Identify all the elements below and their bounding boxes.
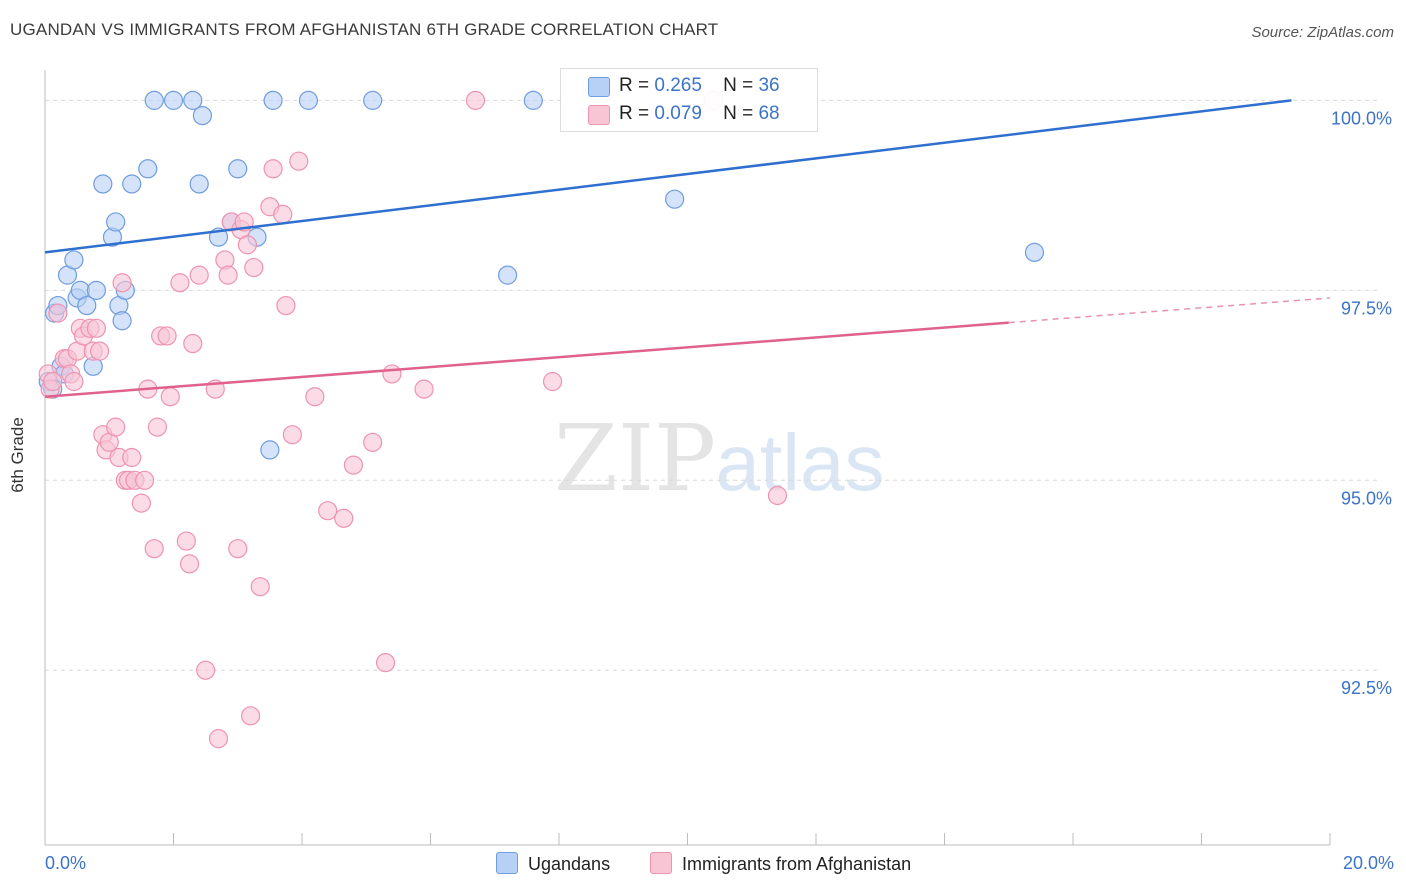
legend-r-label: R = <box>619 75 649 96</box>
point-afghanistan <box>171 274 189 292</box>
legend-text-blue: R = 0.265 N = 36 <box>619 75 780 97</box>
legend-swatch-blue <box>588 77 610 97</box>
trend-line-dashed <box>1009 298 1330 323</box>
watermark-atlas: atlas <box>716 418 885 507</box>
point-afghanistan <box>768 486 786 504</box>
point-afghanistan <box>161 388 179 406</box>
point-afghanistan <box>544 373 562 391</box>
point-afghanistan <box>335 509 353 527</box>
point-ugandans <box>261 441 279 459</box>
point-afghanistan <box>136 471 154 489</box>
point-afghanistan <box>87 319 105 337</box>
point-ugandans <box>123 175 141 193</box>
point-afghanistan <box>344 456 362 474</box>
point-afghanistan <box>274 205 292 223</box>
point-ugandans <box>94 175 112 193</box>
bottom-legend-ugandans: Ugandans <box>496 852 610 875</box>
point-afghanistan <box>148 418 166 436</box>
legend-n-value-pink: 68 <box>758 103 779 124</box>
legend-text-pink: R = 0.079 N = 68 <box>619 103 780 125</box>
bottom-legend-swatch-blue <box>496 852 518 874</box>
point-afghanistan <box>219 266 237 284</box>
point-afghanistan <box>238 236 256 254</box>
point-ugandans <box>229 160 247 178</box>
y-tick-label: 97.5% <box>1341 298 1392 318</box>
point-ugandans <box>499 266 517 284</box>
point-ugandans <box>193 107 211 125</box>
x-tick-label-min: 0.0% <box>45 853 86 873</box>
point-afghanistan <box>107 418 125 436</box>
point-afghanistan <box>290 152 308 170</box>
point-ugandans <box>65 251 83 269</box>
point-afghanistan <box>113 274 131 292</box>
trend-lines <box>45 100 1330 396</box>
point-afghanistan <box>264 160 282 178</box>
point-afghanistan <box>177 532 195 550</box>
point-ugandans <box>190 175 208 193</box>
y-tick-label: 95.0% <box>1341 488 1392 508</box>
bottom-legend-label-ugandans: Ugandans <box>528 854 610 874</box>
point-ugandans <box>107 213 125 231</box>
point-afghanistan <box>415 380 433 398</box>
legend-n-label: N = <box>723 75 753 96</box>
point-afghanistan <box>49 304 67 322</box>
point-afghanistan <box>197 661 215 679</box>
point-afghanistan <box>319 502 337 520</box>
point-ugandans <box>524 91 542 109</box>
bottom-legend-swatch-pink <box>650 852 672 874</box>
point-afghanistan <box>251 578 269 596</box>
point-afghanistan <box>145 540 163 558</box>
watermark: ZIP atlas <box>554 405 885 512</box>
point-afghanistan <box>383 365 401 383</box>
point-afghanistan <box>132 494 150 512</box>
point-afghanistan <box>306 388 324 406</box>
point-ugandans <box>1025 243 1043 261</box>
y-tick-label: 100.0% <box>1331 108 1392 128</box>
point-afghanistan <box>245 259 263 277</box>
point-ugandans <box>145 91 163 109</box>
point-ugandans <box>113 312 131 330</box>
point-afghanistan <box>158 327 176 345</box>
watermark-zip: ZIP <box>554 405 716 512</box>
legend-r-value-blue: 0.265 <box>654 75 702 96</box>
point-afghanistan <box>91 342 109 360</box>
point-afghanistan <box>209 730 227 748</box>
bottom-legend-label-afghanistan: Immigrants from Afghanistan <box>682 854 911 874</box>
point-afghanistan <box>377 654 395 672</box>
point-afghanistan <box>229 540 247 558</box>
trend-line-solid <box>45 323 1009 397</box>
point-afghanistan <box>277 297 295 315</box>
point-afghanistan <box>283 426 301 444</box>
point-afghanistan <box>44 373 62 391</box>
point-ugandans <box>139 160 157 178</box>
bottom-legend-afghanistan: Immigrants from Afghanistan <box>650 852 911 875</box>
point-afghanistan <box>190 266 208 284</box>
scatter-chart: ZIP atlas 100.0% 97.5% 95.0% 92.5% 0.0% 20.0% <box>0 0 1406 892</box>
point-ugandans <box>666 190 684 208</box>
point-ugandans <box>165 91 183 109</box>
point-afghanistan <box>181 555 199 573</box>
point-afghanistan <box>123 449 141 467</box>
legend-n-value-blue: 36 <box>758 75 779 96</box>
point-afghanistan <box>466 91 484 109</box>
point-ugandans <box>87 281 105 299</box>
legend-r-label: R = <box>619 103 649 124</box>
point-afghanistan <box>184 335 202 353</box>
stats-legend: R = 0.265 N = 36 R = 0.079 N = 68 <box>560 68 818 132</box>
point-afghanistan <box>242 707 260 725</box>
x-tick-label-max: 20.0% <box>1343 853 1394 873</box>
legend-r-value-pink: 0.079 <box>654 103 702 124</box>
point-afghanistan <box>364 433 382 451</box>
point-afghanistan <box>65 373 83 391</box>
point-ugandans <box>299 91 317 109</box>
data-points <box>39 91 1043 747</box>
point-ugandans <box>264 91 282 109</box>
gridlines <box>45 100 1380 670</box>
point-ugandans <box>364 91 382 109</box>
y-tick-label: 92.5% <box>1341 678 1392 698</box>
legend-swatch-pink <box>588 105 610 125</box>
legend-n-label: N = <box>723 103 753 124</box>
